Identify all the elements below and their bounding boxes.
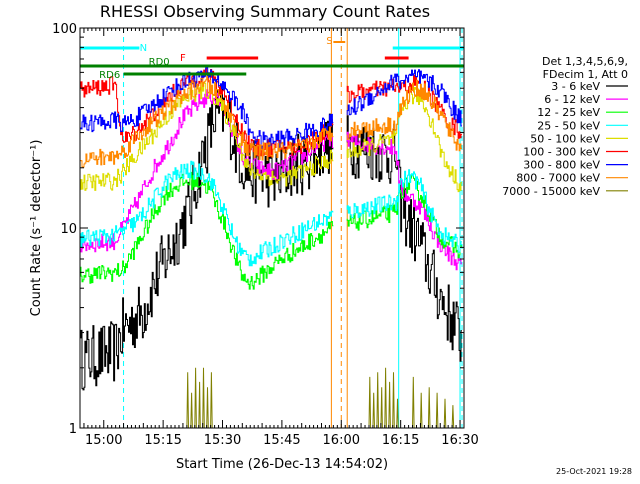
legend-label: 25 - 50 keV <box>537 119 600 132</box>
flag-label-f: F <box>180 53 186 64</box>
flag-label-n: N <box>140 43 147 54</box>
x-tick-label: 15:15 <box>144 433 181 448</box>
y-tick-label: 10 <box>60 222 77 237</box>
y-tick-label: 100 <box>52 22 77 37</box>
flag-label-s: S <box>326 36 332 47</box>
legend-label: 7000 - 15000 keV <box>502 185 600 198</box>
flag-label-rd6: RD6 <box>99 70 120 81</box>
legend-label: 100 - 300 keV <box>523 146 600 159</box>
series-line-3 <box>80 160 462 267</box>
chart-title: RHESSI Observing Summary Count Rates <box>100 2 430 21</box>
x-tick-label: 16:30 <box>441 433 478 448</box>
series-line-7 <box>80 76 462 168</box>
x-tick-label: 15:00 <box>85 433 122 448</box>
footer-timestamp: 25-Oct-2021 19:28 <box>556 467 632 476</box>
x-axis-label: Start Time (26-Dec-13 14:54:02) <box>176 457 388 472</box>
y-axis-label: Count Rate (s⁻¹ detector⁻¹) <box>29 140 44 317</box>
legend-header: FDecim 1, Att 0 <box>543 68 628 81</box>
legend-label: 800 - 7000 keV <box>516 172 600 185</box>
x-tick-label: 16:15 <box>382 433 419 448</box>
series-line-8 <box>80 367 464 428</box>
flag-label-rd0: RD0 <box>149 57 170 68</box>
legend-header: Det 1,3,4,5,6,9, <box>542 55 628 68</box>
legend-label: 6 - 12 keV <box>544 93 600 106</box>
x-tick-label: 16:00 <box>323 433 360 448</box>
y-tick-label: 1 <box>69 422 77 437</box>
legend-label: 12 - 25 keV <box>537 106 600 119</box>
legend-label: 50 - 100 keV <box>530 132 600 145</box>
legend-label: 300 - 800 keV <box>523 159 600 172</box>
legend-label: 3 - 6 keV <box>551 80 600 93</box>
series-line-6 <box>80 66 462 149</box>
x-tick-label: 15:30 <box>204 433 241 448</box>
x-tick-label: 15:45 <box>263 433 300 448</box>
